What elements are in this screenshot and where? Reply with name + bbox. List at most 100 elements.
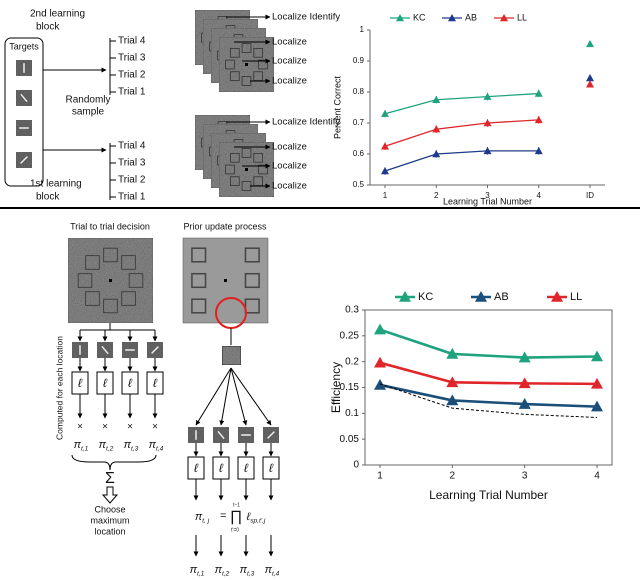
math-label: πt,4	[265, 564, 280, 577]
legend-marker	[399, 291, 411, 302]
target-line	[267, 431, 275, 439]
label: Localize	[272, 161, 307, 172]
legend-marker	[551, 291, 563, 302]
label: ℓ	[128, 376, 133, 390]
placeholder	[191, 247, 207, 263]
series-line	[379, 383, 598, 408]
fixation	[245, 63, 248, 66]
label: block	[36, 22, 60, 33]
label: Localize	[272, 37, 307, 48]
y-tick-label: 0.05	[340, 434, 360, 445]
hollow-arrow	[101, 486, 119, 504]
label: block	[36, 192, 60, 203]
y-tick-label: 0.1	[345, 408, 359, 419]
placeholder	[191, 298, 207, 314]
stimulus-image	[218, 36, 275, 93]
y-tick-label: 0.7	[353, 118, 365, 127]
label: ×	[77, 422, 83, 433]
legend-label: KC	[413, 12, 426, 22]
label: location	[94, 526, 125, 536]
series-line	[384, 119, 539, 147]
legend-label: AB	[494, 291, 509, 303]
placeholder	[230, 71, 240, 81]
y-tick-label: 0.2	[345, 356, 359, 367]
marker	[483, 146, 492, 155]
marker	[432, 150, 441, 158]
label: 1st learning	[30, 179, 82, 190]
label: maximum	[90, 515, 129, 525]
math-label: πt, j	[195, 511, 210, 524]
stimulus-image	[218, 141, 275, 198]
label: sample	[72, 107, 105, 118]
subscript: t, j	[202, 517, 209, 524]
stimulus-image	[182, 237, 269, 324]
y-tick-label: 0.15	[340, 382, 360, 393]
y-tick-label: 0.8	[353, 87, 365, 96]
label: Trial 3	[118, 53, 146, 64]
label: Localize	[272, 142, 307, 153]
series-line	[379, 328, 598, 359]
symbol: π	[215, 564, 223, 576]
arrow	[230, 367, 272, 426]
placeholder	[253, 153, 263, 163]
math-label: πt,1	[74, 439, 89, 452]
subscript: sp,t',j	[250, 517, 266, 524]
brace	[71, 454, 157, 471]
series-line	[379, 361, 598, 386]
x-axis-label: Learning Trial Number	[443, 196, 532, 206]
subscript: t,1	[197, 570, 205, 577]
fixation	[224, 279, 227, 282]
y-tick-label: 0.5	[353, 180, 365, 189]
label: 2nd learning	[30, 9, 85, 20]
label: ×	[127, 422, 133, 433]
math-label: ℓsp,t',j	[246, 511, 266, 524]
targets-box	[4, 37, 44, 187]
marker	[446, 347, 459, 359]
marker	[586, 80, 594, 88]
patch	[221, 345, 242, 366]
y-tick-label: 0.9	[353, 56, 365, 65]
placeholder	[244, 272, 260, 289]
arrow	[195, 367, 232, 426]
symbol: π	[99, 439, 107, 451]
placeholder	[230, 48, 240, 58]
marker	[591, 377, 603, 389]
x-tick-label: 1	[377, 471, 383, 482]
placeholder	[77, 273, 93, 288]
target-line	[101, 345, 109, 355]
y-axis-label: Efficiency	[329, 362, 343, 413]
y-tick-label: 0.25	[340, 330, 360, 341]
math-label: πt,1	[190, 564, 205, 577]
legend-label: AB	[465, 12, 477, 22]
label: ℓ	[103, 376, 108, 390]
marker	[374, 323, 386, 335]
legend-label: LL	[570, 291, 582, 303]
target-line	[217, 430, 225, 440]
marker	[381, 167, 389, 175]
x-tick-label: 4	[537, 191, 542, 200]
target-line	[151, 346, 159, 354]
math-label: πt,4	[149, 439, 164, 452]
series-line	[384, 92, 539, 115]
legend-marker	[500, 14, 508, 22]
subscript: t,2	[222, 570, 230, 577]
legend-marker	[448, 14, 456, 22]
x-tick-label: 4	[594, 471, 600, 482]
placeholder	[103, 298, 118, 314]
placeholder	[191, 272, 207, 289]
y-tick-label: 1	[360, 25, 365, 34]
placeholder	[244, 247, 260, 263]
placeholder	[241, 43, 252, 53]
y-tick-label: 0.6	[353, 149, 365, 158]
y-axis-label: Percent Correct	[332, 75, 342, 139]
target-line	[20, 93, 28, 103]
stimulus	[218, 36, 275, 93]
marker	[446, 376, 459, 388]
placeholder	[121, 291, 136, 306]
placeholder	[85, 291, 100, 306]
y-tick-label: 0.3	[345, 305, 359, 316]
marker	[381, 142, 389, 150]
x-axis-label: Learning Trial Number	[429, 488, 548, 502]
subscript: t,2	[106, 445, 114, 452]
